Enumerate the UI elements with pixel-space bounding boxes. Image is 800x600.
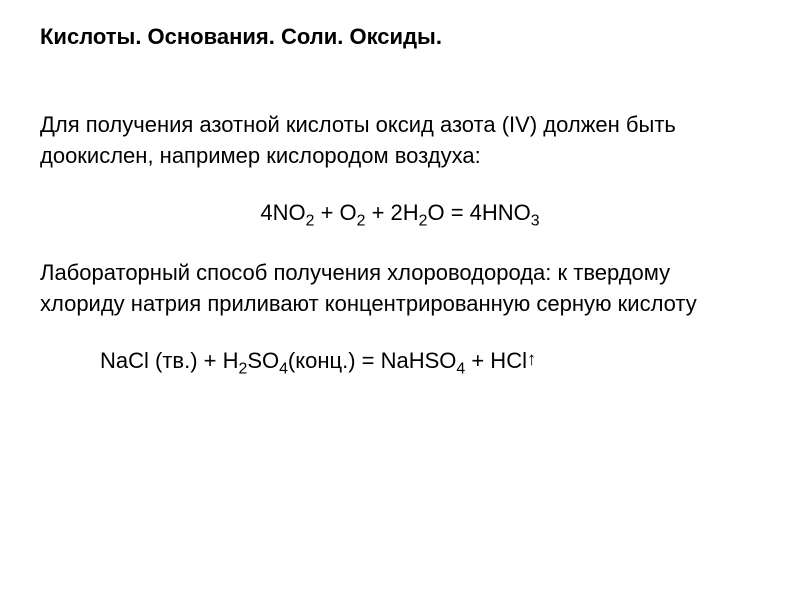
eq2-sub-1: 2 <box>239 360 248 377</box>
eq1-part-4: + 2H <box>365 200 418 225</box>
page-title: Кислоты. Основания. Соли. Оксиды. <box>40 24 760 50</box>
eq2-part-4: (конц.) = NaHSO <box>288 348 457 373</box>
paragraph-1: Для получения азотной кислоты оксид азот… <box>40 110 760 172</box>
eq1-part-0: 4NO <box>260 200 305 225</box>
eq1-part-6: O = 4HNO <box>427 200 530 225</box>
equation-1: 4NO2 + O2 + 2H2O = 4HNO3 <box>40 200 760 230</box>
eq2-part-2: SO <box>247 348 279 373</box>
eq1-part-2: + O <box>314 200 356 225</box>
eq2-sub-3: 4 <box>279 360 288 377</box>
eq1-sub-7: 3 <box>531 212 540 229</box>
eq2-part-0: NaCl (тв.) + H <box>100 348 239 373</box>
eq2-sub-5: 4 <box>456 360 465 377</box>
eq2-part-6: + HCl <box>465 348 527 373</box>
eq2-arrow-up-icon: ↑ <box>527 348 536 370</box>
paragraph-2: Лабораторный способ получения хлороводор… <box>40 258 760 320</box>
equation-2: NaCl (тв.) + H2SO4(конц.) = NaHSO4 + HCl… <box>40 348 760 378</box>
